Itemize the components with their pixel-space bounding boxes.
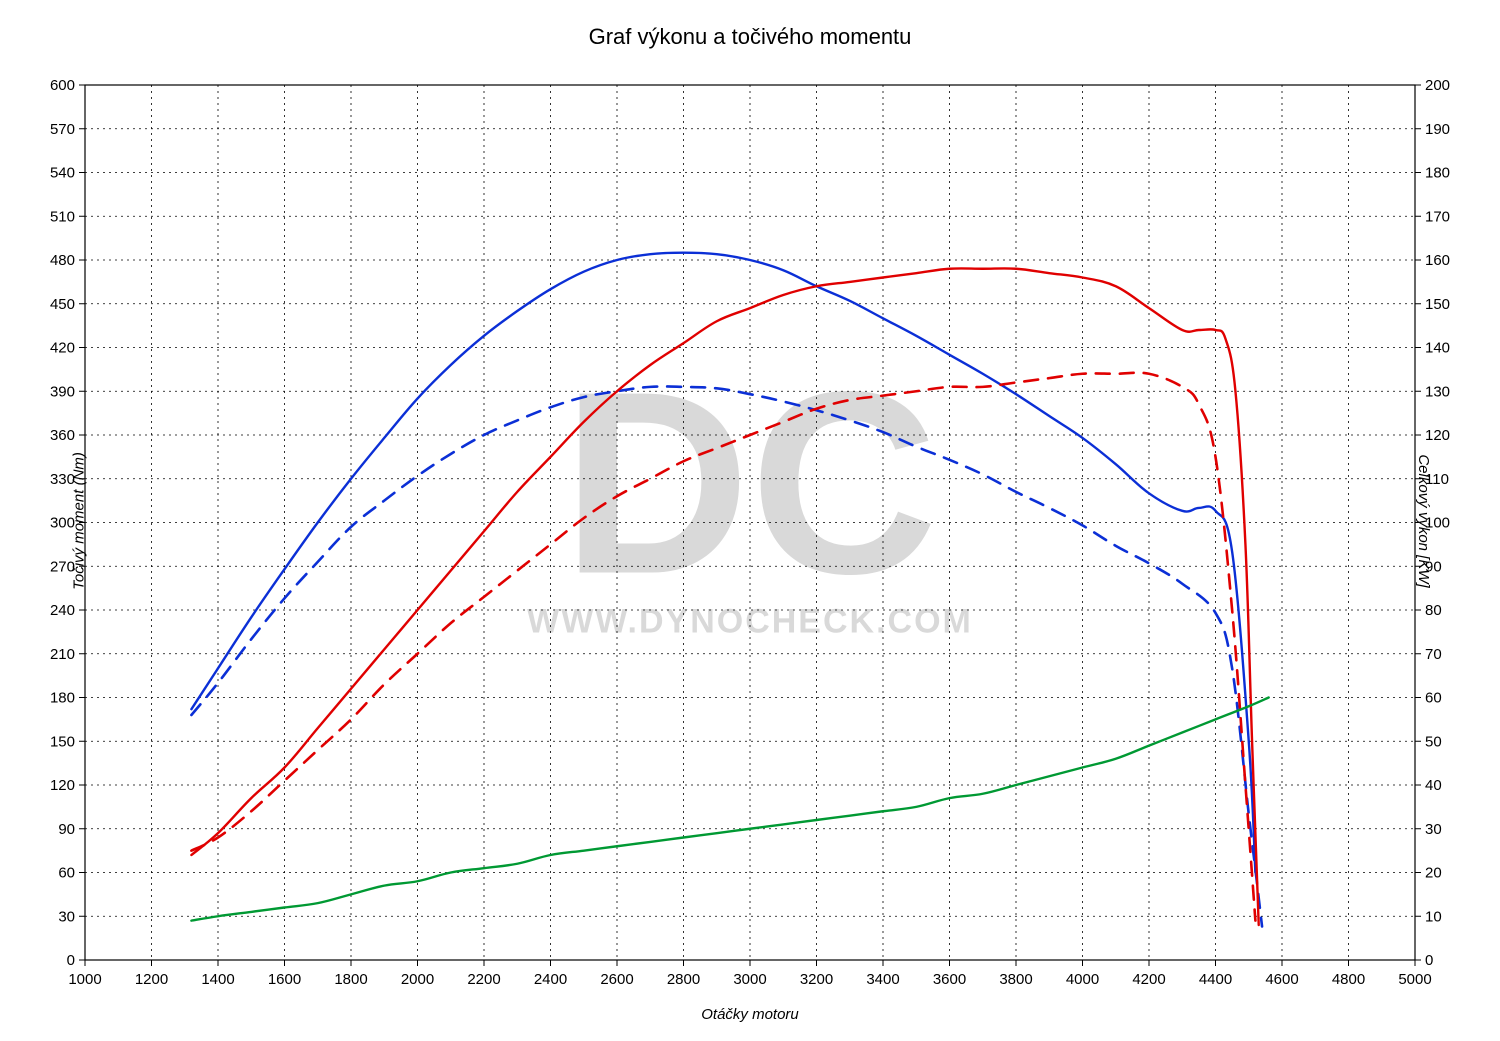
y-left-tick-label: 150 — [50, 733, 75, 750]
y-right-tick-label: 150 — [1425, 296, 1450, 313]
y-left-tick-label: 390 — [50, 383, 75, 400]
x-tick-label: 5000 — [1398, 971, 1431, 988]
y-right-tick-label: 110 — [1425, 471, 1449, 488]
y-right-tick-label: 60 — [1425, 690, 1442, 707]
y-right-tick-label: 170 — [1425, 208, 1450, 225]
y-left-tick-label: 420 — [50, 340, 75, 357]
x-tick-label: 3800 — [999, 971, 1032, 988]
y-left-tick-label: 120 — [50, 777, 75, 794]
y-left-tick-label: 210 — [50, 646, 75, 663]
y-left-tick-label: 570 — [50, 121, 75, 138]
x-tick-label: 4800 — [1332, 971, 1365, 988]
y-right-tick-label: 100 — [1425, 515, 1450, 532]
y-right-tick-label: 50 — [1425, 733, 1442, 750]
x-tick-label: 3600 — [933, 971, 966, 988]
x-tick-label: 2000 — [401, 971, 434, 988]
y-right-tick-label: 140 — [1425, 340, 1450, 357]
y-left-tick-label: 540 — [50, 165, 75, 182]
y-left-tick-label: 300 — [50, 515, 75, 532]
x-tick-label: 4200 — [1132, 971, 1165, 988]
y-right-tick-label: 160 — [1425, 252, 1450, 269]
y-right-tick-label: 180 — [1425, 165, 1450, 182]
y-right-tick-label: 20 — [1425, 865, 1442, 882]
x-tick-label: 3000 — [733, 971, 766, 988]
x-tick-label: 4400 — [1199, 971, 1232, 988]
y-left-tick-label: 480 — [50, 252, 75, 269]
y-left-tick-label: 180 — [50, 690, 75, 707]
x-tick-label: 2600 — [600, 971, 633, 988]
y-left-tick-label: 240 — [50, 602, 75, 619]
y-right-tick-label: 200 — [1425, 77, 1450, 94]
x-tick-label: 1400 — [201, 971, 234, 988]
y-left-tick-label: 450 — [50, 296, 75, 313]
y-left-tick-label: 270 — [50, 558, 75, 575]
x-tick-label: 2400 — [534, 971, 567, 988]
y-left-tick-label: 0 — [67, 952, 75, 969]
x-tick-label: 2200 — [467, 971, 500, 988]
y-right-tick-label: 10 — [1425, 908, 1442, 925]
x-tick-label: 3400 — [866, 971, 899, 988]
y-right-tick-label: 40 — [1425, 777, 1442, 794]
y-left-tick-label: 90 — [58, 821, 75, 838]
y-right-tick-label: 90 — [1425, 558, 1442, 575]
y-right-tick-label: 190 — [1425, 121, 1450, 138]
y-left-tick-label: 360 — [50, 427, 75, 444]
x-tick-label: 3200 — [800, 971, 833, 988]
y-left-tick-label: 60 — [58, 865, 75, 882]
y-left-tick-label: 510 — [50, 208, 75, 225]
x-tick-label: 1000 — [68, 971, 101, 988]
y-right-tick-label: 0 — [1425, 952, 1433, 969]
x-tick-label: 4000 — [1066, 971, 1099, 988]
x-tick-label: 1600 — [268, 971, 301, 988]
y-left-tick-label: 600 — [50, 77, 75, 94]
y-left-tick-label: 30 — [58, 908, 75, 925]
y-right-tick-label: 30 — [1425, 821, 1442, 838]
x-tick-label: 2800 — [667, 971, 700, 988]
y-right-tick-label: 70 — [1425, 646, 1442, 663]
x-tick-label: 4600 — [1265, 971, 1298, 988]
series-loss_power — [191, 698, 1268, 921]
x-tick-label: 1200 — [135, 971, 168, 988]
y-right-tick-label: 80 — [1425, 602, 1442, 619]
chart-svg: DCWWW.DYNOCHECK.COM100012001400160018002… — [0, 0, 1500, 1041]
y-right-tick-label: 120 — [1425, 427, 1450, 444]
y-left-tick-label: 330 — [50, 471, 75, 488]
y-right-tick-label: 130 — [1425, 383, 1450, 400]
x-tick-label: 1800 — [334, 971, 367, 988]
